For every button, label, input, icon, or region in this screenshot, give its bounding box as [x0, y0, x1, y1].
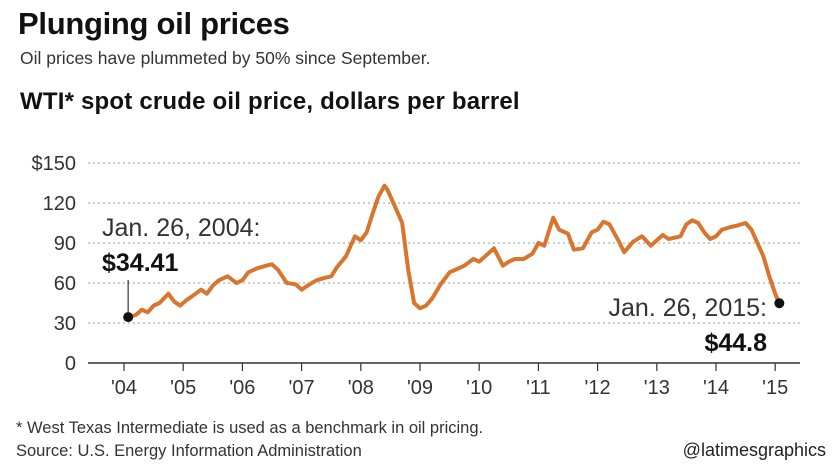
price-series-line	[126, 183, 782, 320]
source-note: Source: U.S. Energy Information Administ…	[16, 442, 362, 460]
x-tick-label: '09	[407, 377, 433, 399]
y-tick-label: 0	[65, 353, 76, 375]
x-tick-label: '14	[703, 377, 729, 399]
graphics-credit: @latimesgraphics	[682, 440, 826, 460]
x-tick-label: '15	[762, 377, 788, 399]
page-title: Plunging oil prices	[18, 6, 290, 41]
x-tick-label: '05	[170, 377, 196, 399]
end-annotation-date: Jan. 26, 2015:	[609, 294, 767, 322]
start-annotation-value: $34.41	[102, 249, 179, 277]
y-tick-label: $150	[32, 153, 77, 175]
y-tick-label: 90	[54, 233, 76, 255]
y-tick-label: 30	[54, 313, 76, 335]
x-tick-label: '11	[526, 377, 551, 399]
x-tick-label: '08	[348, 377, 374, 399]
y-tick-label: 60	[54, 273, 76, 295]
end-point-marker	[774, 298, 785, 309]
footnote: * West Texas Intermediate is used as a b…	[16, 419, 484, 437]
x-tick-label: '10	[466, 377, 492, 399]
x-tick-label: '06	[229, 377, 255, 399]
chart-title: WTI* spot crude oil price, dollars per b…	[20, 88, 520, 115]
end-annotation-value: $44.8	[704, 329, 767, 357]
x-tick-label: '07	[289, 377, 315, 399]
x-tick-label: '12	[585, 377, 611, 399]
x-tick-label: '04	[111, 377, 137, 399]
page-subtitle: Oil prices have plummeted by 50% since S…	[20, 48, 431, 68]
x-tick-label: '13	[644, 377, 670, 399]
start-point-marker	[123, 312, 134, 323]
y-tick-label: 120	[43, 193, 76, 215]
start-annotation-date: Jan. 26, 2004:	[102, 214, 260, 242]
